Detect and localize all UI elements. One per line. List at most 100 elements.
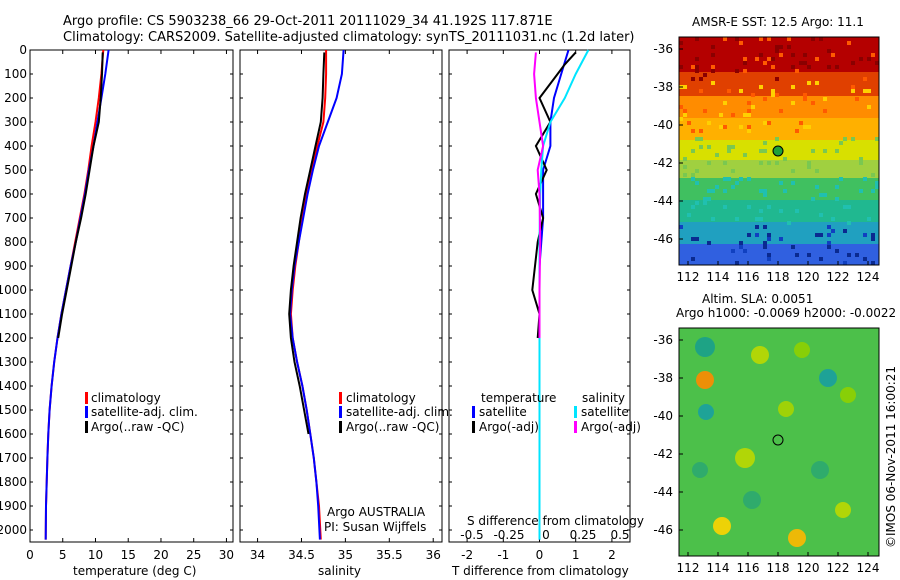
depth-tick-label: 900 bbox=[4, 259, 27, 273]
depth-tick-label: 1900 bbox=[0, 499, 27, 513]
sst-pixel bbox=[791, 65, 795, 69]
sst-pixel bbox=[775, 161, 779, 165]
sst-pixel bbox=[755, 57, 759, 61]
sla-lon-label: 118 bbox=[767, 561, 790, 575]
depth-tick-label: 1100 bbox=[0, 307, 27, 321]
temp-panel-frame bbox=[29, 49, 234, 543]
sst-pixel bbox=[727, 89, 731, 93]
sst-pixel bbox=[711, 217, 715, 221]
diff-top-tick-label: 0.25 bbox=[570, 528, 597, 542]
legend-swatch bbox=[85, 392, 88, 404]
sst-pixel bbox=[807, 81, 811, 85]
sst-pixel bbox=[843, 229, 847, 233]
sla-anomaly-blob bbox=[695, 337, 715, 357]
sst-lat-label: -40 bbox=[653, 118, 673, 132]
legend-swatch bbox=[574, 421, 577, 433]
sst-pixel bbox=[771, 93, 775, 97]
sst-pixel bbox=[875, 185, 879, 189]
sst-pixel bbox=[739, 177, 743, 181]
sst-pixel bbox=[707, 197, 711, 201]
legend-swatch bbox=[339, 406, 342, 418]
sst-pixel bbox=[867, 57, 871, 61]
sst-heatmap bbox=[679, 37, 879, 265]
sla-lat-label: -44 bbox=[653, 485, 673, 499]
sst-pixel bbox=[819, 37, 823, 41]
sst-pixel bbox=[723, 101, 727, 105]
sst-pixel bbox=[707, 145, 711, 149]
sst-pixel bbox=[763, 241, 767, 245]
sst-pixel bbox=[771, 89, 775, 93]
sst-pixel bbox=[791, 169, 795, 173]
sst-pixel bbox=[759, 37, 763, 41]
sst-pixel bbox=[807, 125, 811, 129]
sst-pixel bbox=[679, 105, 683, 109]
sst-pixel bbox=[711, 81, 715, 85]
sla-lon-label: 114 bbox=[707, 561, 730, 575]
sst-pixel bbox=[763, 193, 767, 197]
sst-pixel bbox=[691, 173, 695, 177]
sst-pixel bbox=[763, 189, 767, 193]
diff-legend-s-title: salinity bbox=[582, 391, 626, 405]
sst-pixel bbox=[695, 181, 699, 185]
depth-tick-label: 1000 bbox=[0, 283, 27, 297]
sst-pixel bbox=[835, 65, 839, 69]
sst-pixel bbox=[763, 121, 767, 125]
sst-pixel bbox=[779, 45, 783, 49]
sst-lon-label: 124 bbox=[857, 270, 880, 284]
sst-pixel bbox=[775, 77, 779, 81]
diff-series-temperature-argo-adj- bbox=[531, 51, 577, 339]
sst-lon-label: 112 bbox=[677, 270, 700, 284]
depth-tick-label: 700 bbox=[4, 211, 27, 225]
sst-pixel bbox=[695, 237, 699, 241]
sst-pixel bbox=[731, 169, 735, 173]
sst-pixel bbox=[827, 49, 831, 53]
sal-credit-org: Argo AUSTRALIA bbox=[327, 505, 426, 519]
sst-pixel bbox=[759, 149, 763, 153]
sst-pixel bbox=[759, 209, 763, 213]
sla-argo-location-marker bbox=[772, 434, 784, 446]
diff-top-tick-label: -0.5 bbox=[460, 528, 483, 542]
sst-pixel bbox=[683, 85, 687, 89]
depth-tick-label: 0 bbox=[19, 43, 27, 57]
sst-pixel bbox=[779, 209, 783, 213]
sst-pixel bbox=[699, 137, 703, 141]
diff-top-label: S difference from climatology bbox=[467, 514, 644, 528]
sst-pixel bbox=[699, 89, 703, 93]
temp-xtick-label: 25 bbox=[186, 548, 201, 562]
sal-legend-argo: Argo(..raw -QC) bbox=[346, 420, 440, 434]
sst-pixel bbox=[691, 65, 695, 69]
sst-pixel bbox=[835, 249, 839, 253]
sst-pixel bbox=[803, 93, 807, 97]
sal-xlabel: salinity bbox=[318, 564, 362, 578]
diff-xtick-label: 2 bbox=[608, 548, 616, 562]
sst-pixel bbox=[783, 189, 787, 193]
sst-pixel bbox=[871, 237, 875, 241]
depth-tick-label: 600 bbox=[4, 187, 27, 201]
sst-pixel bbox=[815, 233, 819, 237]
sst-pixel bbox=[855, 253, 859, 257]
sst-pixel bbox=[827, 245, 831, 249]
sst-pixel bbox=[827, 225, 831, 229]
sst-pixel bbox=[795, 209, 799, 213]
sst-pixel bbox=[863, 177, 867, 181]
sst-pixel bbox=[711, 45, 715, 49]
sst-pixel bbox=[723, 161, 727, 165]
legend-swatch bbox=[472, 421, 475, 433]
sst-pixel bbox=[683, 113, 687, 117]
profile-series bbox=[44, 49, 590, 540]
sst-pixel bbox=[747, 109, 751, 113]
sst-pixel bbox=[735, 261, 739, 265]
sst-pixel bbox=[695, 37, 699, 41]
temp-xtick-label: 15 bbox=[121, 548, 136, 562]
sst-pixel bbox=[767, 57, 771, 61]
sst-lon-label: 118 bbox=[767, 270, 790, 284]
depth-tick-label: 1800 bbox=[0, 475, 27, 489]
sst-pixel bbox=[743, 61, 747, 65]
sst-pixel bbox=[871, 189, 875, 193]
sst-pixel bbox=[851, 85, 855, 89]
sla-map-title-2: Argo h1000: -0.0069 h2000: -0.0022 bbox=[676, 306, 897, 320]
temp-xlabel: temperature (deg C) bbox=[73, 564, 197, 578]
sst-pixel bbox=[683, 173, 687, 177]
sst-pixel bbox=[871, 233, 875, 237]
sst-pixel bbox=[739, 245, 743, 249]
